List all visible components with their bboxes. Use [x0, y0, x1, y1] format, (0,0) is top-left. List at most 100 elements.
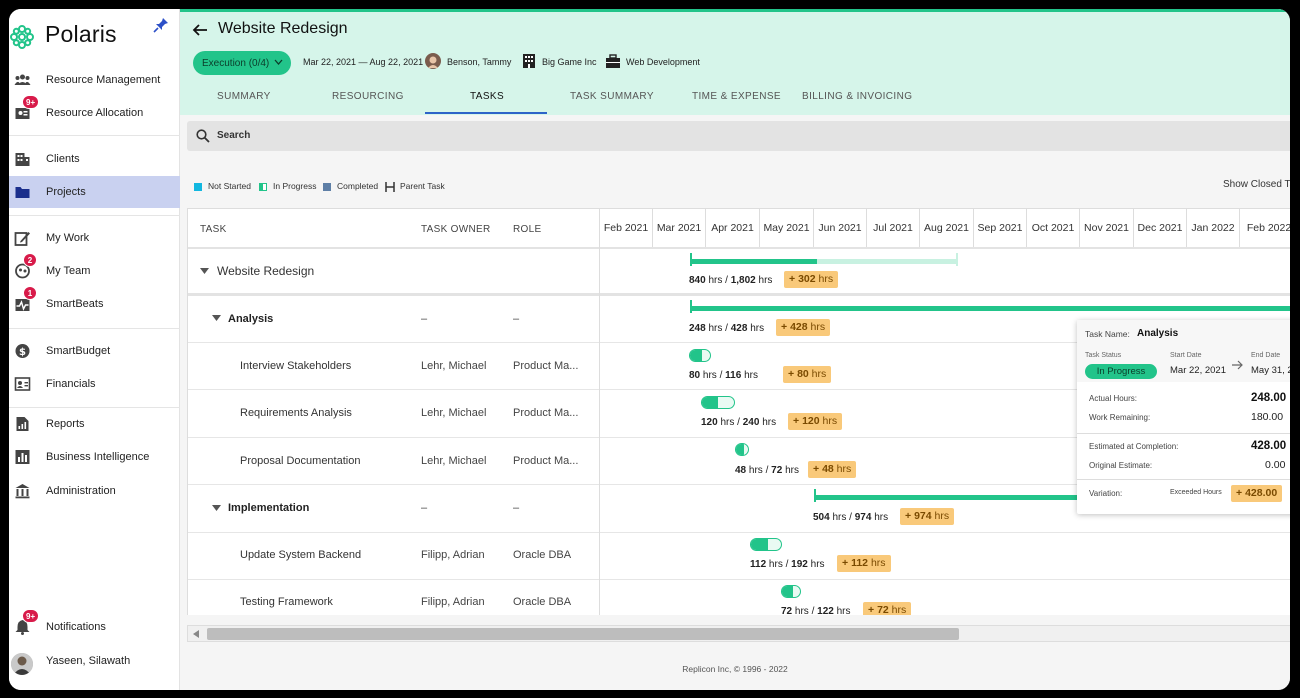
hours-summary: 120 hrs / 240 hrs	[701, 417, 777, 428]
gantt-progress-bar[interactable]	[814, 495, 1290, 500]
sidebar-item-smartbudget[interactable]: $ SmartBudget	[9, 335, 180, 367]
month-header: Jan 2022	[1186, 209, 1239, 247]
scrollbar-thumb[interactable]	[207, 628, 959, 640]
collapse-caret-icon[interactable]	[212, 505, 221, 511]
tab-tasks[interactable]: TASKS	[470, 91, 505, 102]
month-header: Apr 2021	[705, 209, 759, 247]
task-owner: Filipp, Adrian	[421, 596, 485, 608]
legend-in-progress: In Progress	[273, 181, 317, 191]
divider	[9, 135, 180, 136]
month-header: Jun 2021	[813, 209, 866, 247]
tab-time-expense[interactable]: TIME & EXPENSE	[692, 91, 781, 102]
sidebar-item-label: My Work	[46, 232, 90, 244]
scroll-left-icon[interactable]	[193, 630, 199, 638]
sidebar-item-label: Resource Allocation	[46, 107, 144, 119]
task-progress-pill[interactable]	[781, 585, 801, 598]
grid-splitter[interactable]	[599, 209, 600, 615]
gantt-progress-bar[interactable]	[690, 306, 1290, 311]
divider	[9, 328, 180, 329]
sidebar-item-label: Resource Management	[46, 74, 161, 86]
task-role: Product Ma...	[513, 360, 579, 372]
sidebar-item-clients[interactable]: Clients	[9, 143, 180, 175]
tab-task-summary[interactable]: TASK SUMMARY	[570, 91, 654, 102]
gantt-bar-end	[956, 253, 958, 266]
table-row[interactable]	[188, 485, 1290, 533]
table-row[interactable]	[188, 343, 1290, 390]
notification-badge: 1	[23, 286, 37, 300]
hours-summary: 840 hrs / 1,802 hrs	[689, 275, 773, 286]
collapse-caret-icon[interactable]	[200, 268, 209, 274]
gantt-remaining-bar	[817, 259, 958, 264]
arrow-right-icon	[1232, 360, 1243, 370]
hours-summary: 504 hrs / 974 hrs	[813, 512, 889, 523]
hours-summary: 48 hrs / 72 hrs	[735, 465, 799, 476]
project-program: Web Development	[626, 57, 700, 67]
sidebar-item-smartbeats[interactable]: SmartBeats 1	[9, 286, 180, 320]
heartbeat-icon	[15, 299, 30, 311]
sidebar-item-user[interactable]: Yaseen, Silawath	[9, 645, 180, 677]
task-name: Analysis	[228, 313, 274, 325]
search-input[interactable]: Search	[217, 130, 251, 141]
horizontal-scrollbar[interactable]	[187, 625, 1290, 642]
table-row[interactable]	[188, 533, 1290, 580]
task-progress-pill[interactable]	[750, 538, 782, 551]
month-header: Nov 2021	[1079, 209, 1133, 247]
back-arrow-icon[interactable]	[192, 22, 208, 38]
sidebar-item-label: Business Intelligence	[46, 451, 150, 463]
gantt-progress-bar[interactable]	[690, 259, 817, 264]
table-row[interactable]	[188, 296, 1290, 343]
project-client: Big Game Inc	[542, 57, 597, 67]
sidebar-item-reports[interactable]: Reports	[9, 408, 180, 440]
sidebar-item-resource-management[interactable]: Resource Management	[9, 64, 180, 96]
not-started-swatch	[194, 183, 202, 191]
column-header-task[interactable]: TASK	[200, 224, 227, 235]
avatar	[11, 653, 33, 675]
building-icon	[15, 153, 30, 166]
tab-summary[interactable]: SUMMARY	[217, 91, 271, 102]
month-header: Aug 2021	[919, 209, 973, 247]
sidebar-item-notifications[interactable]: Notifications 9+	[9, 609, 180, 643]
table-row[interactable]	[188, 580, 1290, 615]
sidebar-item-label: SmartBudget	[46, 345, 111, 357]
task-role: –	[513, 313, 520, 325]
task-owner: Lehr, Michael	[421, 360, 487, 372]
sidebar-item-label: Clients	[46, 153, 80, 165]
task-name: Requirements Analysis	[240, 407, 352, 419]
month-header: Dec 2021	[1133, 209, 1186, 247]
table-row[interactable]	[188, 249, 1290, 296]
month-header: May 2021	[759, 209, 813, 247]
collapse-caret-icon[interactable]	[212, 315, 221, 321]
sidebar-item-projects[interactable]: Projects	[9, 176, 180, 208]
sidebar-item-financials[interactable]: Financials	[9, 368, 180, 400]
task-progress-pill[interactable]	[701, 396, 735, 409]
logo[interactable]: Polaris	[9, 15, 180, 55]
legend-completed: Completed	[337, 181, 379, 191]
column-header-owner[interactable]: TASK OWNER	[421, 224, 491, 235]
table-row[interactable]	[188, 438, 1290, 485]
tab-resourcing[interactable]: RESOURCING	[332, 91, 404, 102]
tab-billing-invoicing[interactable]: BILLING & INVOICING	[802, 91, 913, 102]
financials-icon	[14, 377, 31, 391]
sidebar-item-business-intelligence[interactable]: Business Intelligence	[9, 441, 180, 473]
task-progress-pill[interactable]	[689, 349, 711, 362]
table-row[interactable]	[188, 390, 1290, 438]
task-progress-pill[interactable]	[735, 443, 749, 456]
task-name: Interview Stakeholders	[240, 360, 352, 372]
sidebar-item-my-team[interactable]: My Team 2	[9, 253, 180, 287]
tooltip-task-name: Analysis	[1137, 328, 1179, 339]
sidebar-item-my-work[interactable]: My Work	[9, 222, 180, 254]
sidebar-item-administration[interactable]: Administration	[9, 475, 180, 507]
tooltip-exceeded-label: Exceeded Hours	[1170, 489, 1222, 496]
sidebar-item-label: Administration	[46, 485, 116, 497]
show-closed-tasks-toggle[interactable]: Show Closed Ta	[1223, 179, 1290, 190]
column-header-role[interactable]: ROLE	[513, 224, 542, 235]
sidebar-item-resource-allocation[interactable]: Resource Allocation 9+	[9, 95, 180, 129]
people-icon	[14, 74, 31, 85]
search-bar[interactable]: Search	[187, 121, 1290, 151]
phase-dropdown[interactable]: Execution (0/4)	[193, 51, 291, 75]
over-budget-badge: + 428 hrs	[776, 319, 831, 336]
over-budget-badge: + 974 hrs	[900, 508, 955, 525]
tooltip-actual-value: 248.00	[1251, 392, 1287, 404]
notification-badge: 9+	[22, 95, 40, 109]
pin-icon[interactable]	[153, 17, 169, 33]
